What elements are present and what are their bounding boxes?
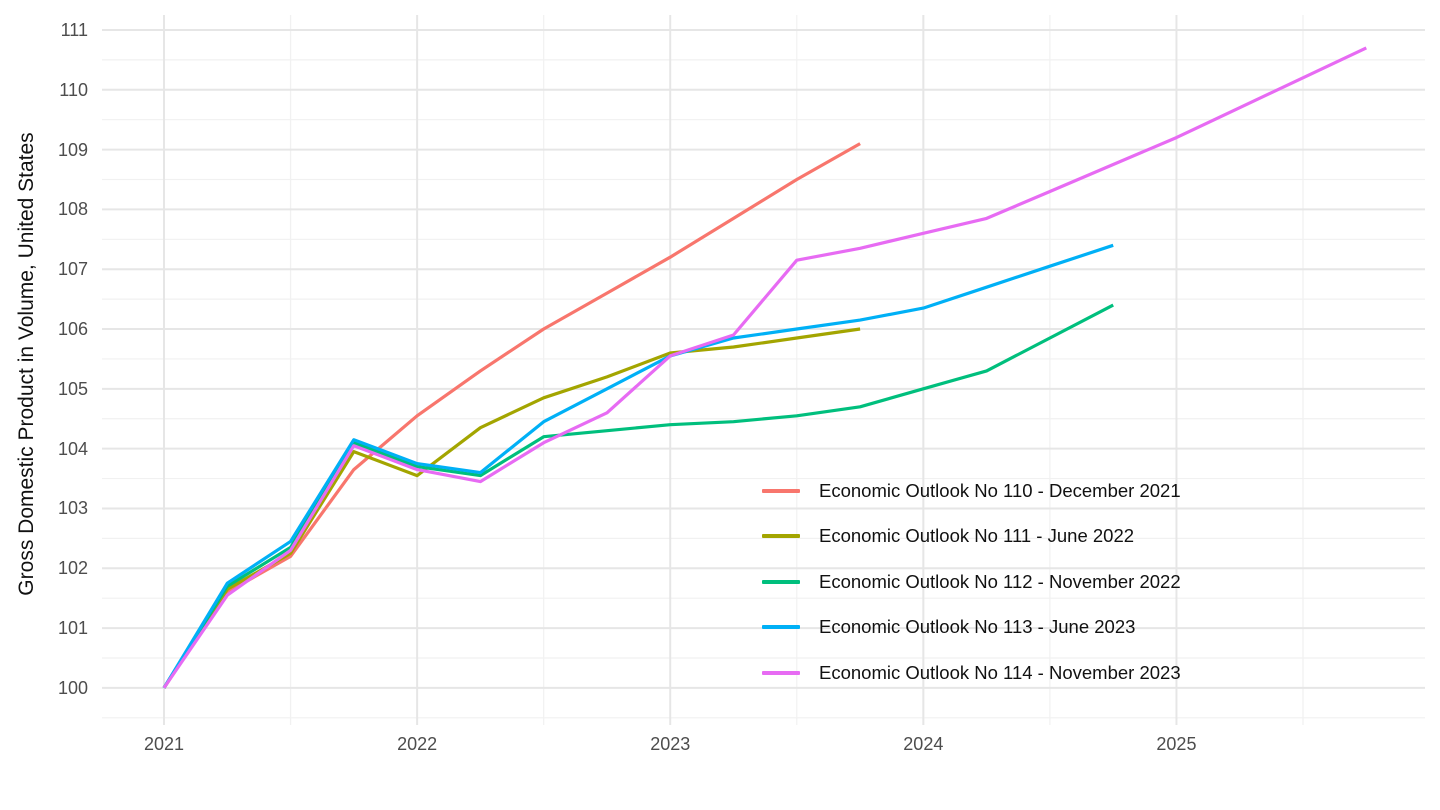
legend-key-line-icon — [762, 534, 800, 539]
legend-key-line-icon — [762, 625, 800, 630]
legend-key-line-icon — [762, 488, 800, 493]
legend-key-line-icon — [762, 670, 800, 675]
x-tick-label: 2023 — [650, 734, 691, 754]
legend-label: Economic Outlook No 110 - December 2021 — [819, 479, 1181, 501]
y-tick-label: 111 — [60, 19, 88, 40]
y-tick-label: 109 — [57, 139, 88, 160]
x-tick-label: 2025 — [1156, 734, 1197, 754]
y-tick-label: 104 — [57, 438, 88, 459]
y-tick-label: 110 — [59, 79, 88, 100]
legend-label: Economic Outlook No 111 - June 2022 — [819, 525, 1135, 547]
y-tick-label: 107 — [57, 259, 88, 280]
series-line-3 — [162, 243, 1114, 689]
y-tick-label: 101 — [57, 618, 88, 639]
legend-key-line-icon — [762, 579, 800, 584]
legend-item-eo111: Economic Outlook No 111 - June 2022 — [762, 514, 1181, 560]
y-tick-label: 100 — [57, 677, 88, 698]
legend-item-eo112: Economic Outlook No 112 - November 2022 — [762, 559, 1181, 605]
legend-item-eo113: Economic Outlook No 113 - June 2023 — [762, 605, 1181, 651]
legend-label: Economic Outlook No 113 - June 2023 — [819, 616, 1136, 638]
legend: Economic Outlook No 110 - December 2021 … — [762, 468, 1181, 696]
x-tick-label: 2024 — [903, 734, 944, 754]
legend-label: Economic Outlook No 114 - November 2023 — [819, 661, 1181, 683]
series-line-4 — [162, 46, 1367, 689]
y-tick-label: 108 — [57, 199, 88, 220]
x-tick-label: 2022 — [397, 734, 438, 754]
y-tick-label: 102 — [57, 558, 88, 579]
y-tick-label: 106 — [57, 319, 88, 340]
legend-item-eo110: Economic Outlook No 110 - December 2021 — [762, 468, 1181, 514]
legend-label: Economic Outlook No 112 - November 2022 — [819, 570, 1181, 592]
legend-item-eo114: Economic Outlook No 114 - November 2023 — [762, 650, 1181, 696]
y-tick-label: 103 — [57, 498, 88, 519]
y-tick-label: 105 — [57, 378, 88, 399]
x-tick-label: 2021 — [143, 734, 185, 754]
series-line-0 — [162, 142, 861, 689]
